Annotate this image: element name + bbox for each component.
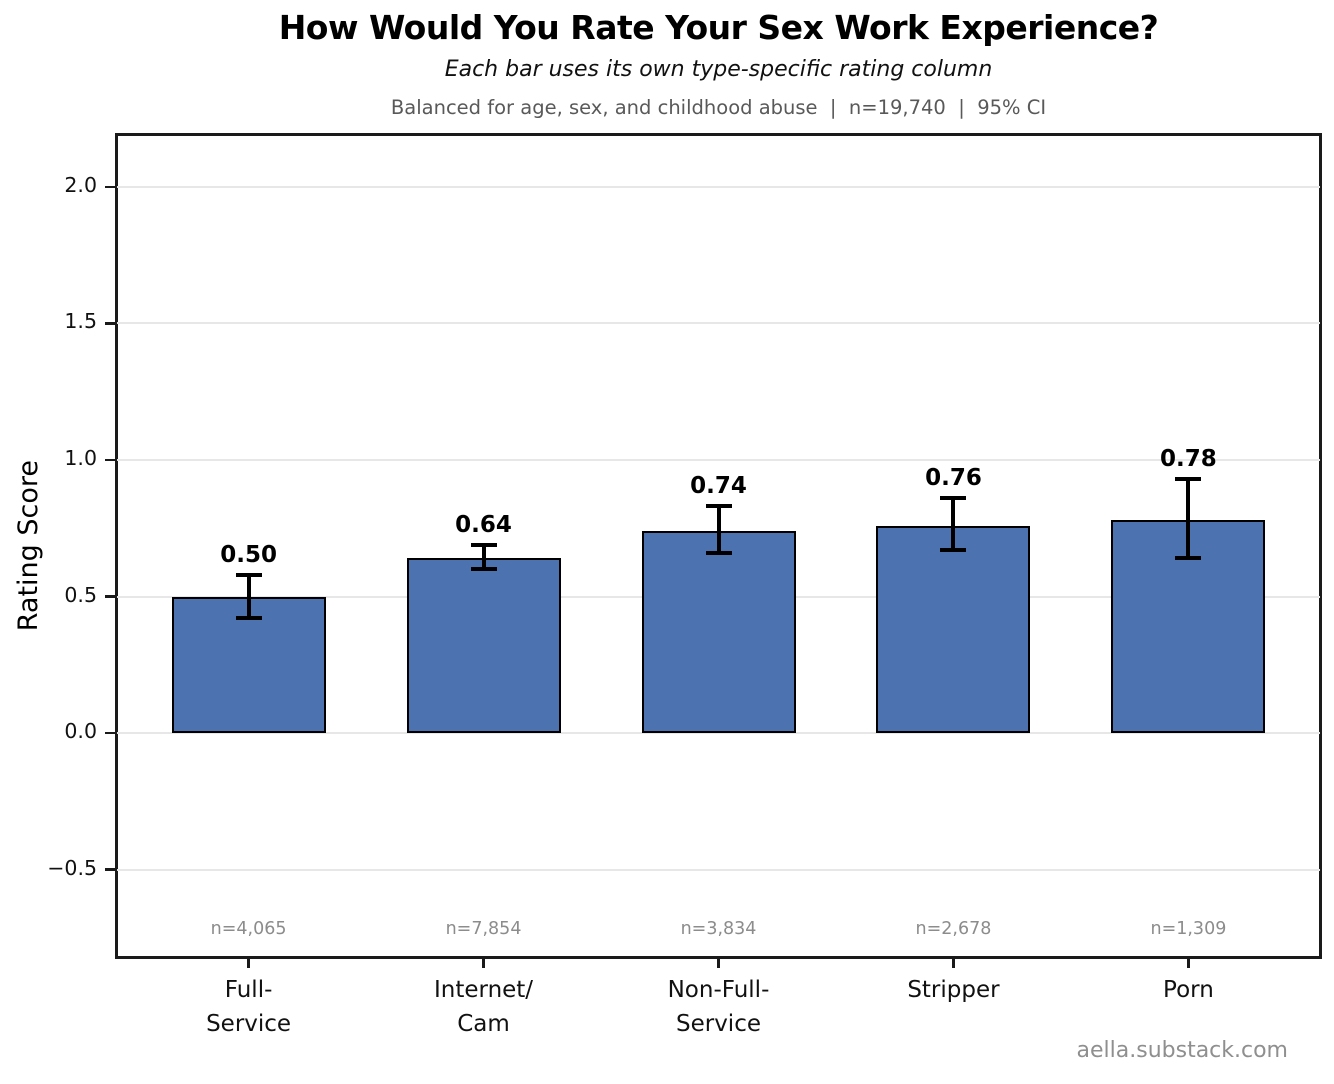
x-tick (717, 958, 720, 968)
value-label: 0.64 (455, 511, 512, 538)
error-bar-cap (1175, 556, 1202, 561)
x-tick-label: Porn (1163, 977, 1214, 1003)
bar (641, 530, 796, 734)
value-label: 0.50 (220, 541, 277, 568)
error-bar-line (716, 506, 721, 553)
error-bar-cap (705, 504, 732, 509)
error-bar-cap (470, 567, 497, 572)
x-tick-label: Stripper (907, 977, 1000, 1003)
source-credit: aella.substack.com (1076, 1038, 1288, 1063)
error-bar-cap (705, 550, 732, 555)
sample-size-label: n=2,678 (915, 919, 992, 939)
error-bar-cap (940, 496, 967, 501)
gridline (117, 458, 1320, 461)
sample-size-label: n=1,309 (1150, 919, 1227, 939)
error-bar-line (246, 574, 251, 619)
chart-note: Balanced for age, sex, and childhood abu… (390, 96, 1047, 119)
sample-size-label: n=3,834 (680, 919, 757, 939)
y-tick-label: 0.0 (64, 719, 97, 744)
y-tick-label: 2.0 (64, 172, 97, 197)
error-bar-cap (470, 542, 497, 547)
gridline (117, 868, 1320, 871)
y-tick-label: 1.5 (64, 309, 97, 334)
error-bar-line (1186, 479, 1191, 559)
gridline (117, 732, 1320, 735)
x-tick (247, 958, 250, 968)
error-bar-line (481, 544, 486, 570)
error-bar-cap (940, 548, 967, 553)
value-label: 0.74 (690, 473, 747, 500)
plot-area: 2.0 1.5 1.0 0.5 0.0 −0.5 0.50 n=4,065 Full- Serv… (47, 133, 1322, 1037)
error-bar-cap (235, 616, 262, 621)
error-bar-cap (235, 572, 262, 577)
error-bar-cap (1175, 477, 1202, 482)
y-tick (105, 458, 117, 462)
y-tick (105, 595, 117, 598)
value-label: 0.76 (925, 465, 982, 492)
bar (876, 525, 1031, 734)
x-tick-label: Internet/ Cam (433, 977, 534, 1037)
y-axis-title: Rating Score (8, 135, 48, 957)
sample-size-label: n=4,065 (210, 919, 287, 939)
x-tick (482, 958, 485, 968)
x-tick (1187, 958, 1190, 968)
error-bar-line (951, 498, 956, 551)
gridline (117, 322, 1320, 325)
y-tick (105, 868, 117, 871)
gridline (117, 185, 1320, 188)
x-tick-label: Full- Service (206, 977, 292, 1037)
sample-size-label: n=7,854 (445, 919, 522, 939)
y-tick-label: −0.5 (47, 855, 97, 880)
chart-title: How Would You Rate Your Sex Work Experie… (278, 8, 1159, 47)
value-label: 0.78 (1160, 446, 1217, 473)
x-tick (952, 958, 955, 968)
x-tick-label: Non-Full- Service (667, 977, 770, 1037)
y-tick (105, 322, 117, 325)
bar (406, 558, 561, 734)
chart-subtitle: Each bar uses its own type-specific rati… (444, 57, 993, 82)
y-tick-label: 0.5 (64, 582, 97, 607)
y-tick-label: 1.0 (64, 445, 97, 470)
y-tick (105, 185, 117, 189)
y-tick (105, 731, 117, 735)
